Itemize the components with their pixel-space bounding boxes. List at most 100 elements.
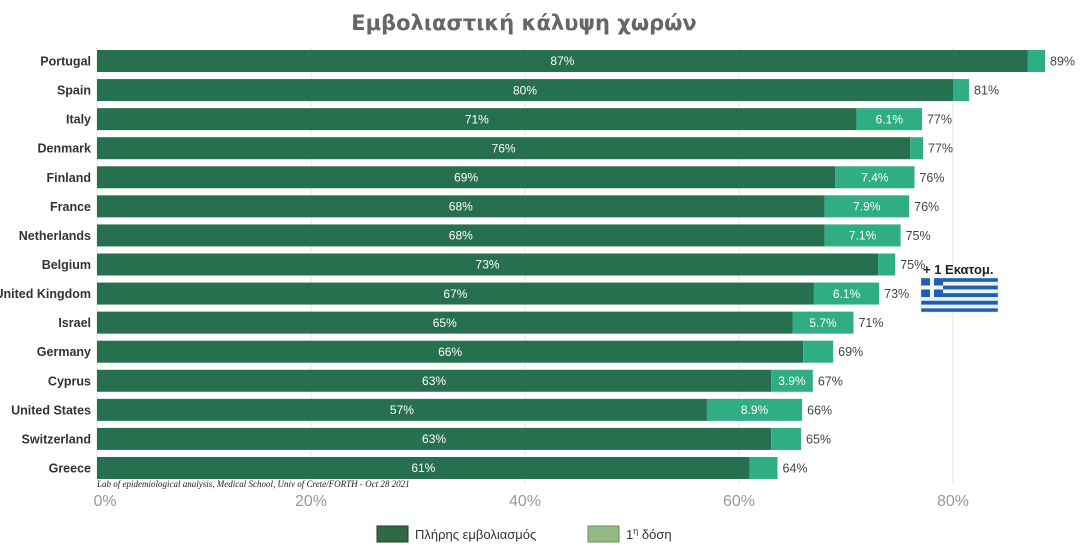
country-label: Belgium — [42, 258, 91, 272]
bar-total-label: 81% — [974, 84, 999, 98]
bar-labels: 87% 89% 80% 81% 71% 6.1% 77% 76% 77% 69% 7.4% 76% 68… — [390, 54, 1075, 475]
bar-total-label: 71% — [858, 316, 883, 330]
bar-first-dose — [706, 398, 803, 421]
bar-label-full: 63% — [422, 374, 446, 388]
bar-first-dose — [803, 340, 834, 363]
bar-label-full: 68% — [449, 229, 473, 243]
bar-total-label: 65% — [806, 432, 831, 446]
country-label: Germany — [37, 345, 91, 359]
bar-label-first-dose: 7.1% — [849, 229, 877, 243]
bar-first-dose — [771, 427, 802, 450]
country-label: Italy — [66, 113, 91, 127]
country-label: Portugal — [40, 55, 91, 69]
bar-label-full: 69% — [454, 170, 478, 184]
bar-label-first-dose: 7.4% — [861, 170, 889, 184]
bar-first-dose — [824, 224, 901, 247]
bar-full-vaccination — [97, 369, 772, 392]
bar-full-vaccination — [97, 398, 707, 421]
bar-label-full: 76% — [492, 141, 516, 155]
x-axis-tick-labels: 0% 20% 40% 60% 80% — [93, 493, 969, 510]
x-tick-label: 60% — [723, 493, 755, 510]
bar-first-dose — [1027, 50, 1046, 72]
bar-first-dose — [771, 369, 813, 392]
x-tick-label: 40% — [509, 493, 541, 510]
bar-label-full: 65% — [433, 316, 457, 330]
x-tick-label: 20% — [295, 493, 327, 510]
bar-label-full: 87% — [550, 54, 574, 68]
bar-first-dose — [749, 456, 778, 479]
bar-label-first-dose: 6.1% — [833, 287, 861, 301]
bar-full-vaccination — [97, 340, 804, 363]
x-tick-label: 80% — [937, 493, 969, 510]
bar-label-full: 80% — [513, 83, 537, 97]
bar-total-label: 76% — [919, 171, 944, 185]
source-note: Lab of epidemiological analysis, Medical… — [96, 479, 410, 489]
bar-full-vaccination — [97, 50, 1028, 72]
legend: Πλήρης εμβολιασμός 1η δόση — [376, 525, 672, 543]
bar-full-vaccination — [97, 456, 750, 479]
bar-first-dose — [953, 79, 970, 102]
country-label: Netherlands — [19, 229, 91, 243]
country-label: Israel — [58, 316, 91, 330]
country-label: France — [50, 200, 91, 214]
bar-label-full: 57% — [390, 403, 414, 417]
bar-total-label: 75% — [900, 258, 925, 272]
legend-swatch-full — [376, 525, 409, 543]
bar-full-vaccination — [97, 195, 825, 218]
legend-swatch-first-dose — [587, 525, 620, 543]
bar-full-vaccination — [97, 253, 879, 276]
bar-first-dose — [856, 108, 922, 131]
bar-total-label: 75% — [906, 229, 931, 243]
bar-total-label: 66% — [807, 403, 832, 417]
bar-label-first-dose: 6.1% — [876, 112, 904, 126]
legend-label-first-dose: 1η δόση — [626, 526, 672, 542]
category-labels: Portugal Spain Italy Denmark Finland France Ne… — [0, 55, 91, 476]
bar-full-vaccination — [97, 224, 825, 247]
bar-full-vaccination — [97, 79, 953, 102]
bar-total-label: 76% — [914, 200, 939, 214]
bar-full-vaccination — [97, 166, 836, 189]
bar-label-first-dose: 3.9% — [778, 374, 806, 388]
chart-title: Εμβολιαστική κάλυψη χωρών — [351, 11, 696, 35]
bar-label-first-dose: 5.7% — [809, 316, 837, 330]
country-label: United States — [11, 403, 91, 417]
bar-total-label: 73% — [884, 287, 909, 301]
bar-first-dose — [835, 166, 915, 189]
bar-label-full: 67% — [443, 287, 467, 301]
legend-label-full: Πλήρης εμβολιασμός — [415, 527, 536, 542]
bar-first-dose — [910, 137, 924, 160]
bar-full-vaccination — [97, 137, 911, 160]
bar-total-label: 69% — [838, 345, 863, 359]
bar-label-full: 63% — [422, 432, 446, 446]
bar-total-label: 89% — [1050, 55, 1075, 69]
bar-full-vaccination — [97, 282, 814, 305]
country-label: Greece — [49, 461, 91, 475]
greek-flag-icon — [920, 277, 999, 313]
bar-total-label: 67% — [818, 374, 843, 388]
bars — [97, 50, 1046, 479]
bar-first-dose — [792, 311, 854, 334]
bar-label-full: 68% — [449, 200, 473, 214]
country-label: Finland — [47, 171, 91, 185]
bar-label-full: 61% — [411, 461, 435, 475]
bar-full-vaccination — [97, 108, 857, 131]
bar-total-label: 77% — [928, 142, 953, 156]
x-tick-label: 0% — [93, 493, 116, 510]
bar-full-vaccination — [97, 311, 793, 334]
country-label: Denmark — [38, 142, 92, 156]
bar-total-label: 77% — [927, 113, 952, 127]
bar-label-first-dose: 7.9% — [853, 200, 881, 214]
bar-first-dose — [878, 253, 896, 276]
annotation-text: + 1 Εκατομ. — [923, 262, 993, 277]
bar-label-full: 73% — [476, 258, 500, 272]
bar-total-label: 64% — [783, 461, 808, 475]
country-label: Spain — [57, 84, 91, 98]
country-label: Switzerland — [22, 432, 91, 446]
bar-label-full: 66% — [438, 345, 462, 359]
country-label: United Kingdom — [0, 287, 91, 301]
bar-label-first-dose: 8.9% — [741, 403, 769, 417]
country-label: Cyprus — [48, 374, 91, 388]
bar-label-full: 71% — [465, 112, 489, 126]
bar-first-dose — [824, 195, 910, 218]
